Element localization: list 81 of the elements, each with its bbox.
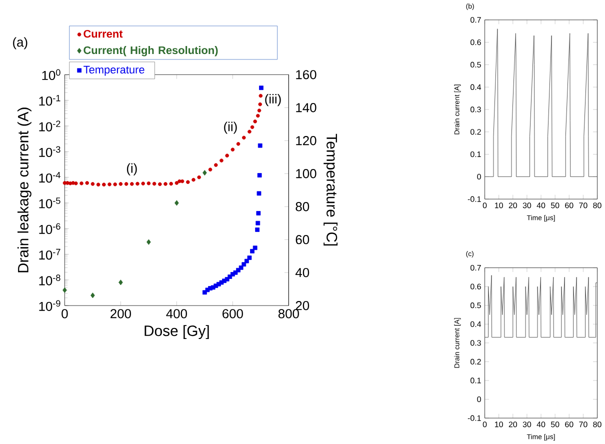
y2-tick-label: 120 <box>296 136 316 146</box>
y2-tick-label: 160 <box>296 70 316 80</box>
y2-tick-label: 100 <box>296 169 316 178</box>
line-series <box>484 275 598 338</box>
y2-tick-label: 140 <box>296 103 316 112</box>
x-tick-label: 200 <box>110 309 131 318</box>
legend-label: Current <box>84 30 123 38</box>
point <box>118 182 123 186</box>
y-tick-label: 10$^{-5}$ <box>39 198 60 208</box>
annotation: (ii) <box>224 122 237 134</box>
point <box>108 182 112 186</box>
annotation: (i) <box>126 163 137 176</box>
x-tick-label: 800 <box>278 309 299 318</box>
point <box>257 108 262 112</box>
point <box>236 142 240 146</box>
point <box>230 148 235 152</box>
y2-tick-label: 40 <box>295 268 310 278</box>
point <box>258 102 262 106</box>
point <box>202 170 207 176</box>
y2-axis-title: Temperature [°C] <box>324 134 338 246</box>
point <box>71 181 75 185</box>
point <box>169 182 173 186</box>
x-axis-title: Dose [Gy] <box>144 325 209 340</box>
point <box>146 239 151 245</box>
y-tick-label: 10$^{-4}$ <box>39 172 60 183</box>
y-tick-label: 10$^{-7}$ <box>39 248 60 260</box>
x-tick-label: 600 <box>222 309 243 318</box>
y-tick-label: 10$^{-1}$ <box>39 95 60 106</box>
point <box>130 182 134 186</box>
point <box>74 182 78 186</box>
point <box>141 182 145 186</box>
point <box>197 175 201 180</box>
point <box>90 182 95 186</box>
point <box>62 287 67 293</box>
point <box>136 182 140 186</box>
point <box>96 182 100 187</box>
x-tick-label: 400 <box>166 309 187 318</box>
point <box>186 180 190 184</box>
x-tick-label: 0 <box>62 309 68 318</box>
y-tick-label: 10$^{-8}$ <box>39 274 60 286</box>
point <box>174 200 179 206</box>
point <box>225 154 229 158</box>
point <box>85 181 89 185</box>
legend-label: Current( High Resolution) <box>84 46 218 56</box>
y-tick-label: 10$^{-6}$ <box>39 223 60 234</box>
point <box>220 158 224 162</box>
point <box>242 136 246 140</box>
point <box>178 179 182 184</box>
chart-title: (a) <box>13 37 28 50</box>
point <box>256 114 260 118</box>
point <box>80 182 84 186</box>
y2-tick-label: 20 <box>296 301 310 310</box>
point <box>208 168 212 172</box>
point <box>253 120 257 124</box>
y-tick-label: 10$^{-9}$ <box>39 300 60 312</box>
point <box>164 182 168 186</box>
y-tick-label: 10$^{-3}$ <box>39 146 60 158</box>
y-axis-title: Drain leakage current (A) <box>17 108 32 272</box>
point <box>66 181 70 185</box>
point <box>250 125 254 130</box>
y-tick-label: 10$^{-2}$ <box>39 120 60 132</box>
point <box>158 182 162 186</box>
point <box>124 182 128 186</box>
y-tick-label: 10$^{0}$ <box>42 69 60 80</box>
point <box>180 179 184 184</box>
point <box>68 182 72 186</box>
point <box>90 292 95 298</box>
point <box>258 94 263 98</box>
legend-label: Temperature <box>84 66 144 76</box>
point <box>174 181 179 185</box>
point <box>146 182 151 186</box>
point <box>113 182 117 186</box>
point <box>214 163 218 168</box>
y2-tick-label: 60 <box>296 235 310 244</box>
point <box>152 182 156 186</box>
annotation: (iii) <box>265 94 281 106</box>
point <box>192 178 196 182</box>
point <box>62 181 67 185</box>
point <box>248 130 252 134</box>
point <box>102 182 106 187</box>
point <box>118 280 123 286</box>
